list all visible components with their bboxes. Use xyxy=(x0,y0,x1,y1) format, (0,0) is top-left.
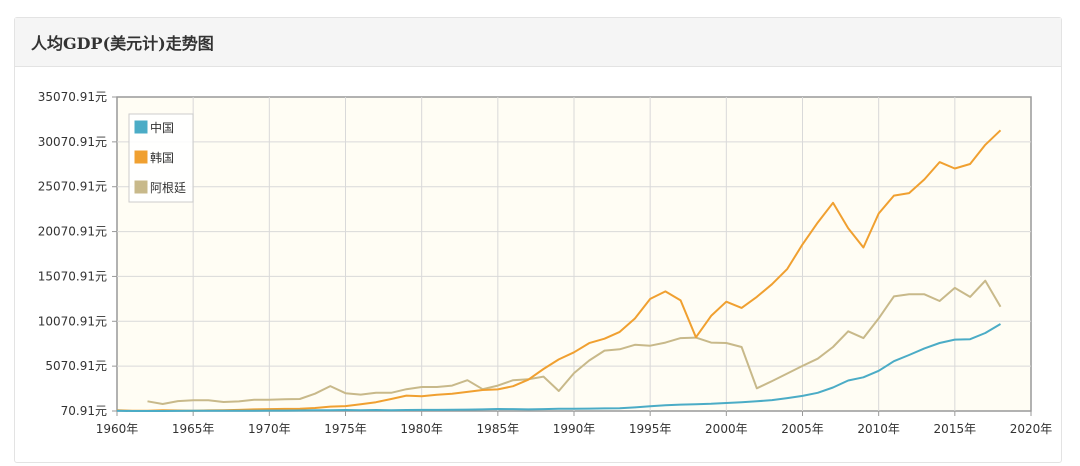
series-line-中国 xyxy=(116,323,1002,412)
x-tick-label: 2000年 xyxy=(705,422,748,436)
legend-label: 阿根廷 xyxy=(150,181,186,195)
x-tick-label: 2005年 xyxy=(781,422,824,436)
x-tick-label: 1965年 xyxy=(172,422,215,436)
legend-swatch xyxy=(133,179,149,195)
legend-swatch xyxy=(133,149,149,165)
y-tick-label: 5070.91元 xyxy=(45,359,107,373)
y-tick-label: 30070.91元 xyxy=(38,135,107,149)
legend-label: 中国 xyxy=(150,120,174,135)
y-tick-label: 20070.91元 xyxy=(38,225,107,239)
x-tick-label: 2010年 xyxy=(857,422,900,436)
panel-header: 人均GDP(美元计)走势图 xyxy=(15,18,1061,67)
y-tick-label: 35070.91元 xyxy=(38,90,107,104)
y-tick-label: 10070.91元 xyxy=(38,314,107,328)
x-tick-label: 2015年 xyxy=(934,422,977,436)
axes: 1960年 1965年 1970年 1975年 1980年 1985年 1990年 1995年… xyxy=(38,90,1053,436)
x-tick-label: 2020年 xyxy=(1010,422,1053,436)
legend-swatch xyxy=(133,119,149,135)
x-tick-label: 1980年 xyxy=(400,422,443,436)
series-line-阿根廷 xyxy=(147,279,1002,405)
x-tick-label: 1960年 xyxy=(96,422,139,436)
x-tick-label: 1970年 xyxy=(248,422,291,436)
series-line-韩国 xyxy=(116,129,1002,412)
x-tick-label: 1995年 xyxy=(629,422,672,436)
legend-label: 韩国 xyxy=(150,150,174,165)
x-tick-label: 1985年 xyxy=(477,422,520,436)
y-tick-label: 25070.91元 xyxy=(38,180,107,194)
x-tick-label: 1990年 xyxy=(553,422,596,436)
y-tick-label: 15070.91元 xyxy=(38,269,107,283)
x-tick-label: 1975年 xyxy=(324,422,367,436)
series-lines xyxy=(116,129,1002,412)
chart-title: 人均GDP(美元计)走势图 xyxy=(31,34,214,53)
y-tick-label: 70.91元 xyxy=(61,404,107,418)
